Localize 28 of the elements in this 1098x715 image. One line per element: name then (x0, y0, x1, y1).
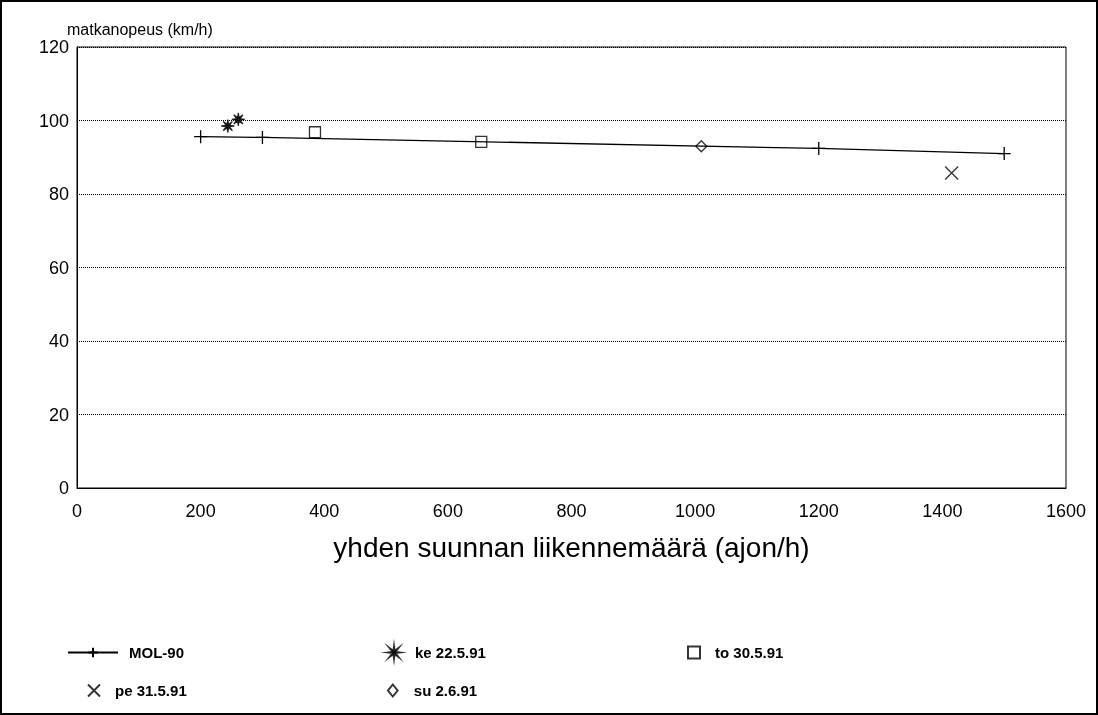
legend-label: MOL-90 (129, 644, 185, 661)
point (308, 126, 322, 139)
x-tick-label: 1600 (1045, 501, 1087, 521)
y-tick-label: 80 (48, 184, 69, 204)
x-tick-label: 400 (309, 501, 340, 521)
point (231, 112, 246, 127)
y-tick-label: 100 (38, 110, 69, 131)
x-tick-label: 200 (185, 501, 216, 521)
x-tick-label: 1400 (922, 501, 963, 521)
x-tick-label: 1200 (798, 501, 839, 521)
legend-label: su 2.6.91 (413, 682, 478, 699)
y-tick-label: 0 (58, 478, 69, 498)
point (944, 165, 959, 181)
point (220, 118, 235, 134)
y-tick-label: 20 (48, 404, 69, 425)
point (193, 129, 208, 144)
y-tick-label: 60 (48, 257, 69, 278)
x-tick-label: 1000 (675, 501, 716, 521)
x-tick-label: 600 (432, 501, 463, 521)
y-tick-label: 120 (38, 37, 69, 57)
x-axis-title: yhden suunnan liikennemäärä (ajon/h) (333, 531, 810, 563)
legend-label: ke 22.5.91 (415, 644, 486, 661)
x-tick-label: 800 (556, 501, 587, 521)
legend-label: to 30.5.91 (715, 644, 784, 661)
y-tick-label: 40 (48, 331, 69, 351)
y-axis-title: matkanopeus (km/h) (67, 20, 213, 38)
legend-label: pe 31.5.91 (115, 682, 187, 699)
x-tick-label: 0 (71, 501, 83, 521)
